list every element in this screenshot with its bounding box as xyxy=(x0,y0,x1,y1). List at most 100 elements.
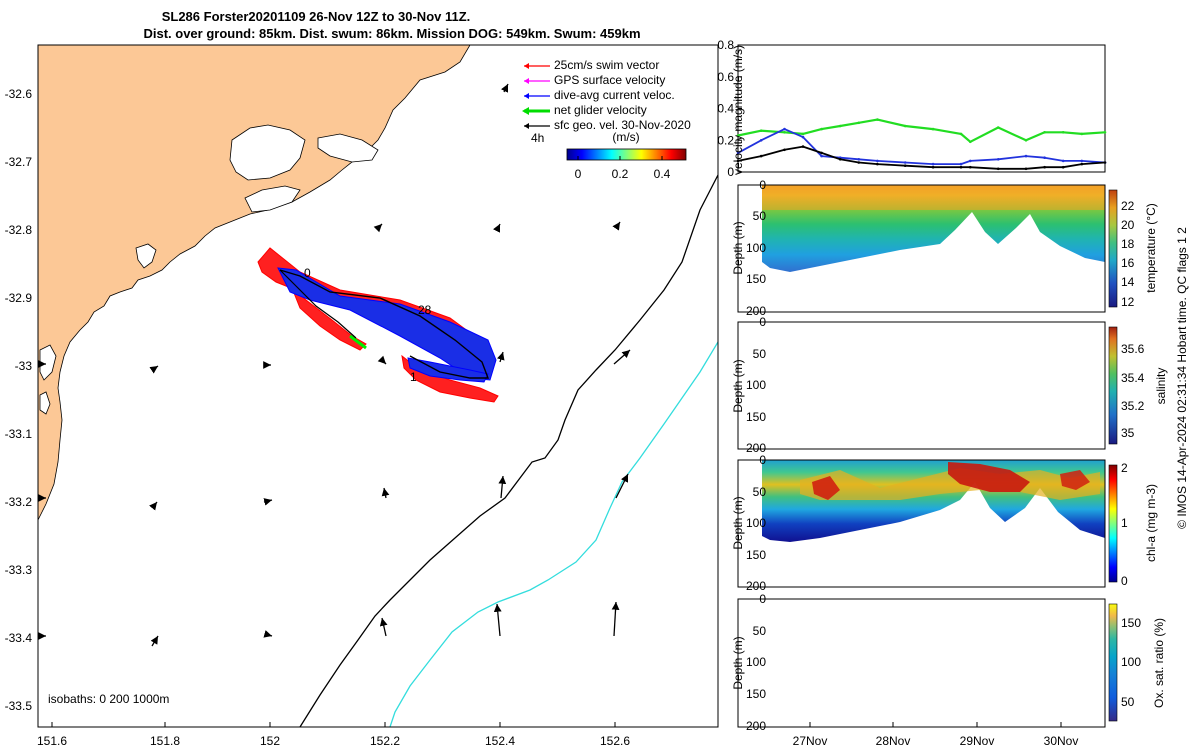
sal-ctick: 35.4 xyxy=(1121,371,1145,385)
velocity-point xyxy=(857,158,861,161)
map-colorbar-title: (m/s) xyxy=(612,130,639,144)
ox-ctick: 50 xyxy=(1121,695,1135,709)
velocity-point xyxy=(1061,159,1065,163)
velocity-point xyxy=(857,161,861,164)
glider-track xyxy=(279,269,357,339)
chla-patch xyxy=(812,476,840,500)
velocity-point xyxy=(1043,165,1046,169)
temperature-axes-box xyxy=(737,184,1106,313)
map-xtick: 152.2 xyxy=(370,734,400,748)
temp-ytick: 150 xyxy=(746,272,766,286)
temperature-colorbar-ticks: 12 14 16 18 20 22 xyxy=(1121,199,1135,309)
legend-arrow-swim xyxy=(524,63,529,69)
velocity-point xyxy=(838,158,842,161)
velocity-point xyxy=(1061,131,1065,134)
velocity-point xyxy=(736,134,740,137)
lake xyxy=(135,243,157,269)
velocity-point xyxy=(969,165,972,169)
track-label-start: 0 xyxy=(304,266,311,280)
velocity-point xyxy=(759,129,763,132)
map-ytick: -33.1 xyxy=(5,427,33,441)
time-xtick: 27Nov xyxy=(793,734,828,748)
velocity-point xyxy=(876,162,879,166)
velocity-point xyxy=(996,167,1000,171)
chla-colorbar-ticks: 0 1 2 xyxy=(1121,461,1128,588)
velocity-point xyxy=(801,145,805,148)
velocity-point xyxy=(931,165,935,169)
salinity-colorbar-label: salinity xyxy=(1154,368,1168,405)
velocity-series xyxy=(736,118,1107,171)
legend-label-gps: GPS surface velocity xyxy=(554,73,665,87)
velocity-point xyxy=(959,165,963,169)
velocity-point xyxy=(1103,131,1107,134)
chl-ytick: 50 xyxy=(753,485,767,499)
salinity-y-ticks: 0 50 100 150 200 xyxy=(746,315,766,455)
map-xtick: 152.6 xyxy=(600,734,630,748)
time-x-axis: 27Nov 28Nov 29Nov 30Nov xyxy=(793,722,1078,748)
oxygen-colorbar-label: Ox. sat. ratio (%) xyxy=(1152,618,1166,708)
sal-ytick: 0 xyxy=(759,315,766,329)
legend-label-geo: sfc geo. vel. 30-Nov-2020 xyxy=(554,118,691,132)
chl-ytick: 200 xyxy=(746,579,766,593)
velocity-point xyxy=(759,154,763,158)
temp-ctick: 20 xyxy=(1121,218,1135,232)
temperature-colorbar xyxy=(1108,189,1118,308)
velocity-ytick: 0.4 xyxy=(717,102,734,116)
ox-ytick: 100 xyxy=(746,655,766,669)
velocity-point xyxy=(838,124,842,128)
temp-ctick: 18 xyxy=(1121,237,1135,251)
lake xyxy=(244,185,301,213)
ox-ytick: 200 xyxy=(746,719,766,733)
map-ytick: -33.4 xyxy=(5,631,33,645)
temp-ctick: 22 xyxy=(1121,199,1135,213)
map-colorbar-ramp xyxy=(566,148,687,161)
velocity-point xyxy=(736,159,740,163)
chl-ctick: 0 xyxy=(1121,574,1128,588)
current-vectors xyxy=(277,267,497,383)
velocity-point xyxy=(931,127,935,131)
temperature-colorbar-label: temperature (°C) xyxy=(1144,203,1158,293)
chl-ytick: 150 xyxy=(746,548,766,562)
velocity-point xyxy=(1024,167,1028,171)
velocity-point xyxy=(1080,132,1084,136)
map-y-axis: -32.6 -32.7 -32.8 -32.9 -33 -33.1 -33.2 … xyxy=(5,87,33,713)
chl-ctick: 2 xyxy=(1121,461,1128,475)
velocity-ytick: 0.2 xyxy=(717,133,734,147)
temp-ctick: 14 xyxy=(1121,275,1135,289)
glider-track xyxy=(279,269,490,379)
velocity-point xyxy=(857,121,861,125)
chla-colorbar xyxy=(1108,464,1118,583)
title-line-2: Dist. over ground: 85km. Dist. swum: 86k… xyxy=(143,26,640,41)
sal-ctick: 35 xyxy=(1121,426,1135,440)
temperature-ylabel: Depth (m) xyxy=(731,221,745,274)
temp-ytick: 50 xyxy=(753,209,767,223)
velocity-point xyxy=(959,132,963,136)
velocity-panel: 0 0.2 0.4 0.6 0.8 velocity magnitude (m/s) xyxy=(717,38,1107,179)
isobath-200 xyxy=(299,174,718,727)
legend-label-current: dive-avg current veloc. xyxy=(554,88,675,102)
velocity-point xyxy=(1024,154,1028,158)
isobaths-label: isobaths: 0 200 1000m xyxy=(48,692,169,706)
lake xyxy=(39,391,51,415)
map-colorbar-tick: 0.4 xyxy=(654,167,671,181)
velocity-point xyxy=(903,124,907,128)
salinity-panel: 0 50 100 150 200 Depth (m) 35 35.2 35.4 … xyxy=(731,315,1168,455)
sal-ytick: 100 xyxy=(746,378,766,392)
legend-label-swim: 25cm/s swim vector xyxy=(554,58,659,72)
velocity-axes-box xyxy=(737,44,1106,173)
velocity-point xyxy=(820,151,823,155)
velocity-ylabel: velocity magnitude (m/s) xyxy=(731,45,745,175)
temperature-y-ticks: 0 50 100 150 200 xyxy=(746,178,766,318)
velocity-point xyxy=(1080,162,1084,166)
sal-ctick: 35.6 xyxy=(1121,342,1145,356)
velocity-point xyxy=(820,127,823,131)
chla-ylabel: Depth (m) xyxy=(731,496,745,549)
velocity-point xyxy=(959,162,963,166)
velocity-point xyxy=(903,161,907,164)
chla-colorbar-label: chl-a (mg m-3) xyxy=(1144,484,1158,562)
velocity-point xyxy=(969,159,972,163)
velocity-point xyxy=(996,126,1000,129)
legend-label-net: net glider velocity xyxy=(554,103,647,117)
chl-ytick: 100 xyxy=(746,516,766,530)
